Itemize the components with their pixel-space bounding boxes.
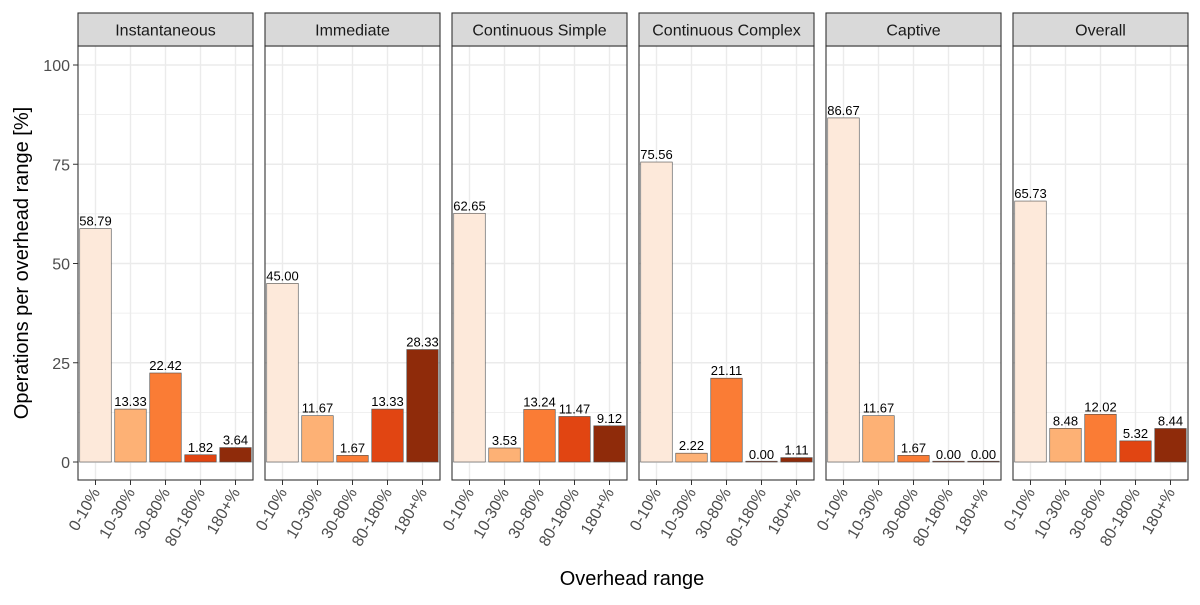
bar-value-label: 9.12 xyxy=(597,411,622,426)
facet-strip xyxy=(451,12,628,47)
x-tick-label: 0-10% xyxy=(253,486,291,535)
bar-value-label: 13.24 xyxy=(523,394,556,409)
bar xyxy=(745,460,778,463)
bar-value-label: 13.33 xyxy=(114,394,147,409)
bar-value-label: 0.00 xyxy=(971,447,996,462)
bar xyxy=(640,161,673,463)
y-tick-label: 100 xyxy=(43,58,70,75)
facet-title: Captive xyxy=(886,23,940,40)
bar xyxy=(336,455,369,463)
y-axis-title: Operations per overhead range [%] xyxy=(11,107,33,419)
bar-value-label: 1.67 xyxy=(340,440,365,455)
facet-strip xyxy=(77,12,254,47)
bar xyxy=(523,409,556,463)
facet-strip xyxy=(825,12,1002,47)
bar-value-label: 1.11 xyxy=(784,443,808,458)
x-tick-label: 0-10% xyxy=(627,486,665,535)
y-tick-label: 25 xyxy=(52,356,70,373)
bar xyxy=(932,460,965,463)
bar-value-label: 11.67 xyxy=(863,401,895,416)
bar-value-label: 75.56 xyxy=(640,147,673,162)
x-tick-label: 180+% xyxy=(204,486,244,538)
bar-value-label: 28.33 xyxy=(406,335,439,350)
bar xyxy=(1014,200,1047,463)
x-axis-title: Overhead range xyxy=(560,568,705,590)
facet-title: Instantaneous xyxy=(115,23,216,40)
bar xyxy=(1084,413,1117,463)
bar xyxy=(219,447,252,463)
x-tick-label: 0-10% xyxy=(814,486,852,535)
bar-value-label: 21.11 xyxy=(711,363,743,378)
bar xyxy=(114,408,147,463)
bar-value-label: 1.67 xyxy=(901,440,926,455)
bar-value-label: 1.82 xyxy=(188,440,213,455)
facet-strip xyxy=(638,12,815,47)
bar xyxy=(1049,428,1082,463)
bar xyxy=(371,408,404,463)
bar-value-label: 0.00 xyxy=(749,447,774,462)
bar-value-label: 3.64 xyxy=(223,433,248,448)
y-tick-label: 75 xyxy=(52,157,70,174)
facet-title: Continuous Complex xyxy=(652,23,801,40)
bar xyxy=(675,452,708,463)
bar xyxy=(710,377,743,463)
bar xyxy=(79,228,112,463)
bar-value-label: 8.44 xyxy=(1158,413,1183,428)
y-tick-label: 50 xyxy=(52,257,70,274)
bar-value-label: 62.65 xyxy=(453,198,486,213)
bar xyxy=(406,349,439,463)
facet-title: Immediate xyxy=(315,23,390,40)
bar xyxy=(266,283,299,463)
x-tick-label: 180+% xyxy=(391,486,431,538)
bar xyxy=(1154,428,1187,463)
x-tick-label: 0-10% xyxy=(440,486,478,535)
facet-strip xyxy=(264,12,441,47)
facet-title: Continuous Simple xyxy=(472,23,606,40)
bar-value-label: 58.79 xyxy=(79,214,112,229)
bar xyxy=(897,455,930,463)
bar xyxy=(967,460,1000,463)
bar-value-label: 5.32 xyxy=(1123,426,1148,441)
bar-value-label: 12.02 xyxy=(1084,399,1117,414)
bar xyxy=(780,457,813,463)
x-tick-label: 180+% xyxy=(765,486,805,538)
bar-value-label: 8.48 xyxy=(1053,413,1078,428)
bar xyxy=(149,372,182,463)
bar-value-label: 86.67 xyxy=(827,103,860,118)
bar xyxy=(827,117,860,463)
bar-value-label: 11.47 xyxy=(559,401,591,416)
facet-strip xyxy=(1012,12,1189,47)
bar-value-label: 45.00 xyxy=(266,268,299,283)
y-tick-label: 0 xyxy=(61,455,70,472)
bar-value-label: 11.67 xyxy=(302,401,334,416)
bar xyxy=(453,212,486,463)
bar xyxy=(558,416,591,463)
x-tick-label: 180+% xyxy=(1139,486,1179,538)
bar-value-label: 2.22 xyxy=(679,438,704,453)
bar xyxy=(488,447,521,463)
x-tick-label: 180+% xyxy=(952,486,992,538)
bar xyxy=(862,415,895,463)
facet-title: Overall xyxy=(1075,23,1126,40)
x-tick-label: 0-10% xyxy=(1001,486,1039,535)
x-tick-label: 180+% xyxy=(578,486,618,538)
bar xyxy=(1119,440,1152,463)
bar-value-label: 22.42 xyxy=(149,358,182,373)
bar-value-label: 0.00 xyxy=(936,447,961,462)
x-tick-label: 0-10% xyxy=(66,486,104,535)
bar xyxy=(593,425,626,463)
bar-value-label: 3.53 xyxy=(492,433,517,448)
bar-value-label: 65.73 xyxy=(1014,186,1047,201)
bar-value-label: 13.33 xyxy=(371,394,404,409)
bar xyxy=(301,415,334,463)
bar xyxy=(184,454,217,463)
